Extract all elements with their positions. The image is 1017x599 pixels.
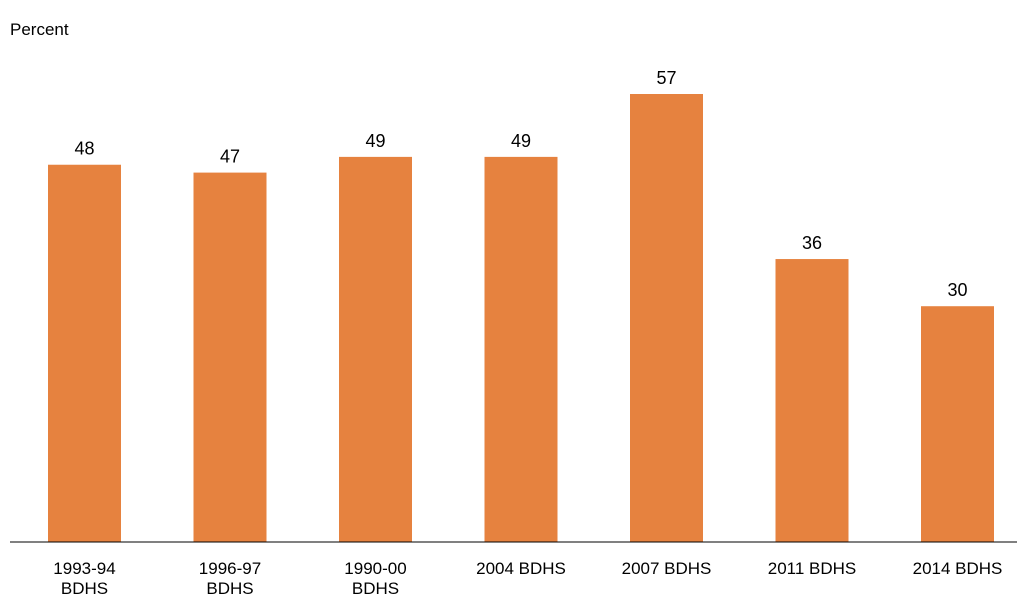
x-tick-label: 2011 BDHS <box>768 559 857 578</box>
x-tick-label-line: BDHS <box>206 579 253 598</box>
bar <box>193 172 267 542</box>
bar <box>339 156 412 542</box>
bar <box>48 164 121 543</box>
x-tick-label-line: 2014 BDHS <box>913 559 1003 578</box>
x-tick-label-line: 2004 BDHS <box>476 559 566 578</box>
x-tick-label-line: 2007 BDHS <box>622 559 712 578</box>
x-tick-label-line: 1990-00 <box>344 559 406 578</box>
x-tick-label: 2007 BDHS <box>622 559 712 578</box>
bar <box>484 156 558 542</box>
x-tick-label: 1990-00 BDHS <box>344 559 406 598</box>
data-label: 57 <box>656 68 676 88</box>
data-label: 47 <box>220 147 240 167</box>
data-label: 36 <box>802 233 822 253</box>
bar <box>775 259 849 542</box>
data-label: 48 <box>74 139 94 159</box>
data-label: 30 <box>947 280 967 300</box>
x-tick-label: 1993-94 BDHS <box>53 559 115 598</box>
data-label: 49 <box>511 131 531 151</box>
x-tick-label-line: BDHS <box>61 579 108 598</box>
y-axis-label: Percent <box>10 20 69 39</box>
x-tick-label-line: 2011 BDHS <box>768 559 857 578</box>
x-tick-label: 1996-97 BDHS <box>199 559 261 598</box>
data-label: 49 <box>365 131 385 151</box>
bars-group <box>48 94 994 543</box>
x-tick-label-line: 1993-94 <box>53 559 115 578</box>
x-tick-label: 2004 BDHS <box>476 559 566 578</box>
bar <box>630 94 703 542</box>
bar <box>921 306 994 542</box>
x-tick-label: 2014 BDHS <box>913 559 1003 578</box>
x-tick-label-line: BDHS <box>352 579 399 598</box>
x-tick-label-line: 1996-97 <box>199 559 261 578</box>
value-labels-group: 48 47 49 49 57 36 30 <box>74 68 967 300</box>
